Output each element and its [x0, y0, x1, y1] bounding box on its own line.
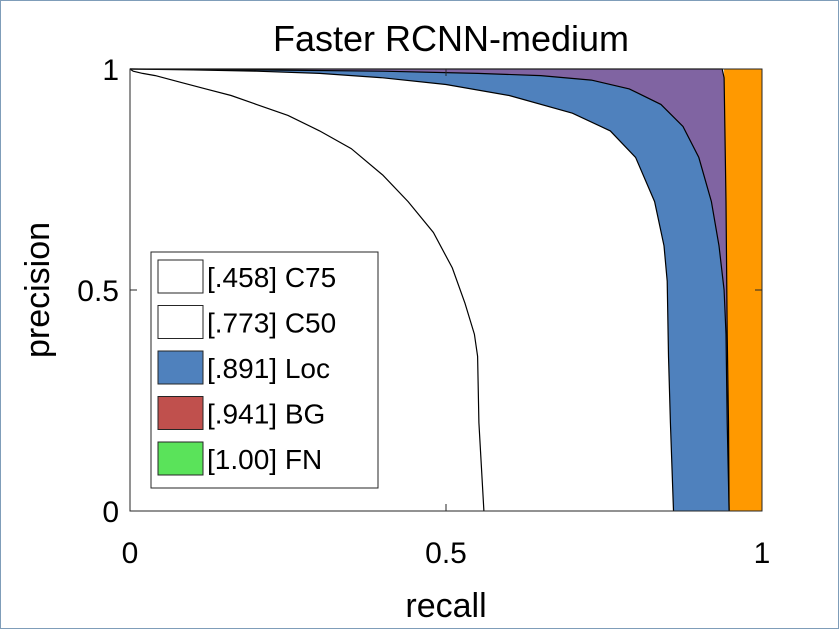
- legend-swatch: [157, 305, 204, 339]
- legend-label: [1.00] FN: [207, 444, 322, 475]
- legend-swatch: [157, 350, 204, 385]
- legend-label: [.458] C75: [207, 262, 336, 293]
- legend-label: [.891] Loc: [207, 353, 330, 384]
- c75-curve: [129, 68, 485, 512]
- y-axis-label: precision: [19, 222, 57, 358]
- axis-ticks: 0 0.5 1 0 0.5 1: [77, 54, 770, 570]
- legend-swatch: [157, 441, 204, 476]
- legend-label: [.773] C50: [207, 308, 336, 339]
- x-tick-label: 0: [122, 537, 139, 570]
- x-axis-label: recall: [405, 587, 486, 625]
- legend: [.458] C75 [.773] C50 [.891] Loc [.941] BG […: [150, 251, 379, 489]
- y-tick-label: 0: [102, 496, 119, 529]
- x-tick-label: 0.5: [425, 537, 467, 570]
- legend-swatch: [157, 259, 204, 294]
- x-tick-label: 1: [754, 537, 771, 570]
- legend-label: [.941] BG: [207, 399, 325, 430]
- legend-swatch: [157, 396, 204, 430]
- loc-curve: [129, 68, 730, 512]
- y-tick-label: 0.5: [77, 275, 119, 308]
- c50-curve: [129, 68, 675, 512]
- chart-title: Faster RCNN-medium: [273, 18, 629, 59]
- y-tick-label: 1: [102, 54, 119, 87]
